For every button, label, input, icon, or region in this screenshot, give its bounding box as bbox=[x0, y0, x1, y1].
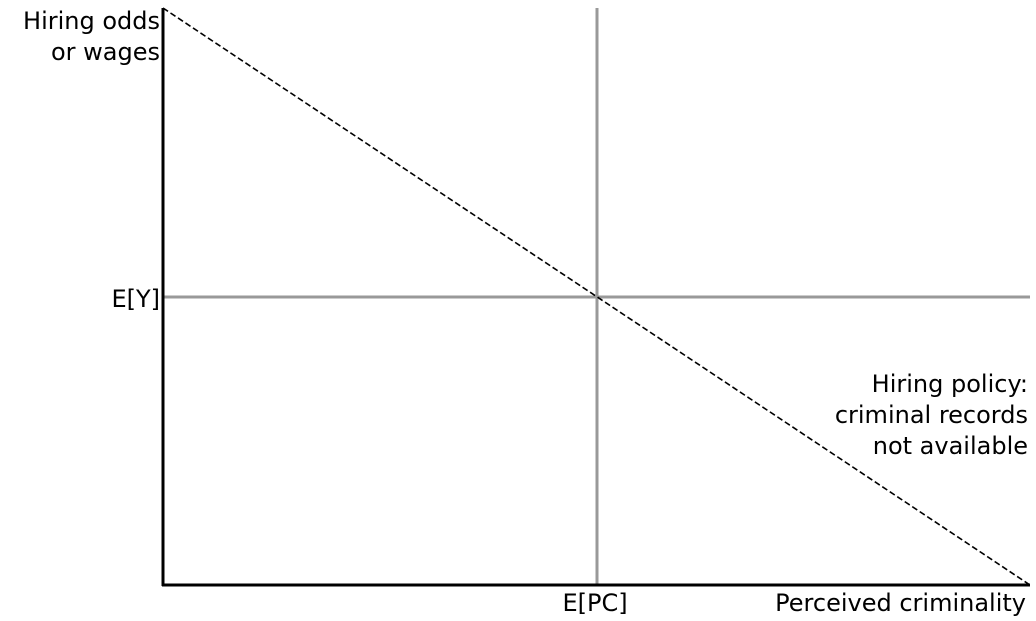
y-axis-label: Hiring odds or wages bbox=[23, 6, 160, 68]
y-axis-label-line-1: Hiring odds bbox=[23, 7, 160, 35]
mean-pc-label: E[PC] bbox=[562, 589, 628, 617]
y-axis-label-line-2: or wages bbox=[50, 38, 160, 66]
policy-label-line-2: criminal records bbox=[834, 401, 1028, 429]
policy-label-line-1: Hiring policy: bbox=[871, 370, 1028, 398]
policy-line bbox=[162, 7, 1031, 586]
policy-label-line-3: not available bbox=[872, 432, 1028, 460]
mean-y-label: E[Y] bbox=[111, 285, 160, 313]
x-axis-label: Perceived criminality bbox=[775, 589, 1026, 617]
policy-label: Hiring policy: criminal records not avai… bbox=[835, 369, 1028, 462]
